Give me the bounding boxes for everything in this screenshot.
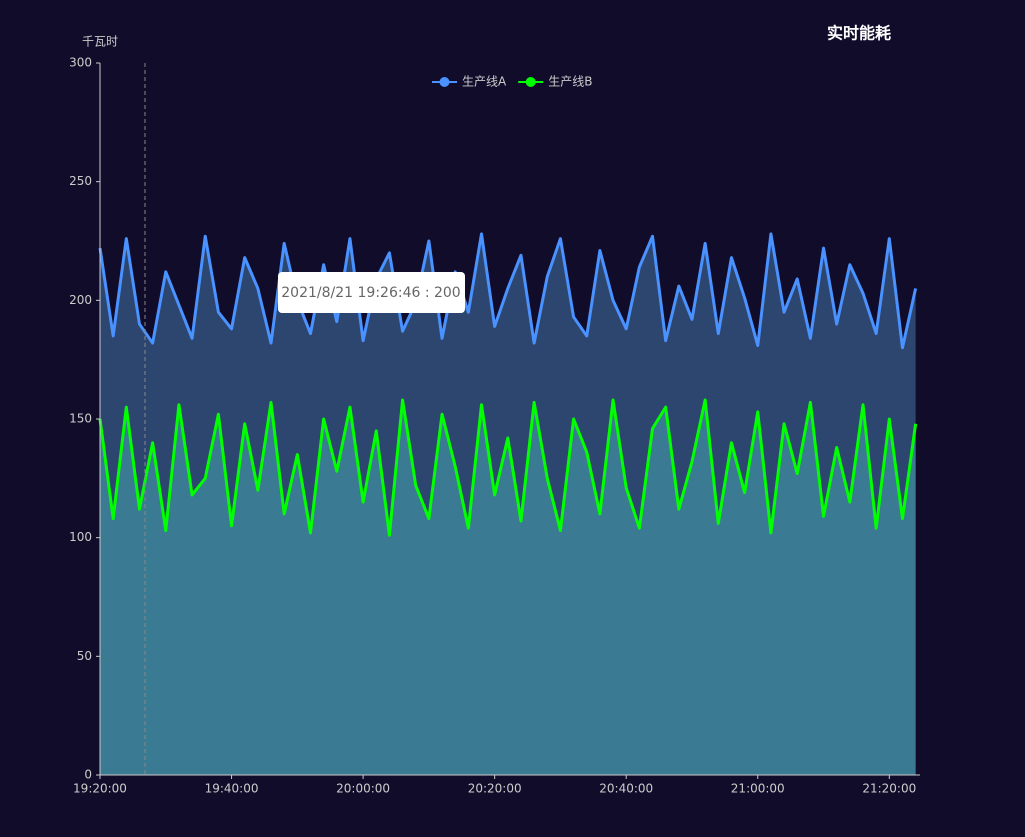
y-tick-label: 100 [69,530,92,544]
x-tick-label: 19:20:00 [73,782,127,796]
y-tick-label: 200 [69,293,92,307]
legend-label: 生产线A [462,75,507,89]
line [98,232,918,350]
x-tick-label: 21:20:00 [862,782,916,796]
chart-title: 实时能耗 [827,24,891,43]
y-tick-label: 150 [69,412,92,426]
y-tick-label: 0 [84,768,92,782]
x-tick-label: 21:00:00 [731,782,785,796]
legend-marker [525,77,536,87]
x-tick-label: 20:40:00 [599,782,653,796]
x-tick-label: 20:00:00 [336,782,390,796]
y-tick-label: 50 [77,649,92,663]
tooltip-box [278,272,465,313]
line [98,398,918,537]
legend-label: 生产线B [548,75,592,89]
plot: 0 50 100 150 200 250 300 19:20:00 19:40:00 20:00:… [69,56,920,796]
x-tick-label: 19:40:00 [205,782,259,796]
y-tick-label: 300 [69,56,92,70]
y-tick-label: 250 [69,174,92,188]
y-axis-label: 千瓦时 [82,35,118,49]
x-tick-label: 20:20:00 [468,782,522,796]
tooltip: 2021/8/21 19:26:46 : 200 [281,285,460,301]
legend-marker [439,77,450,87]
